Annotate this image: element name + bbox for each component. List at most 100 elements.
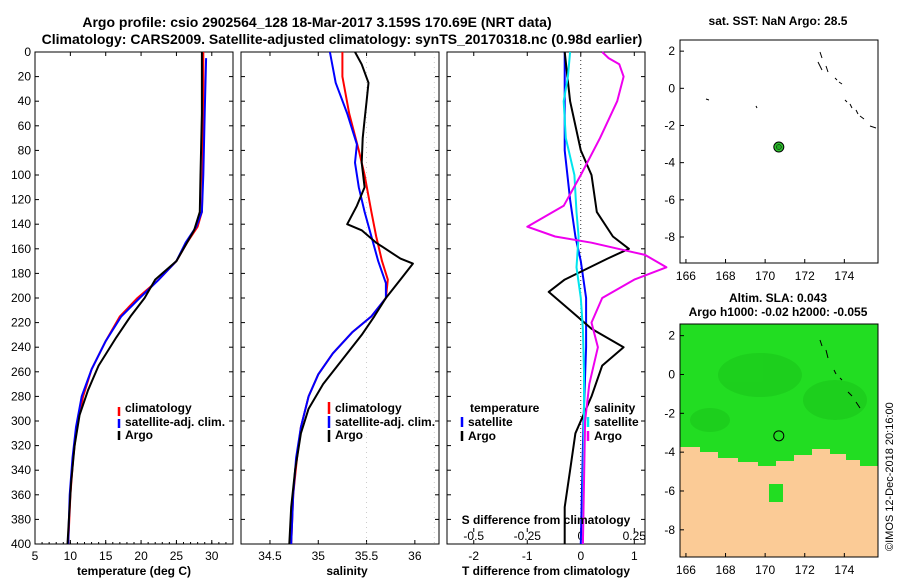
lat-tick-label: -2 [664, 406, 675, 420]
legend-argo: Argo [125, 428, 153, 442]
t-difference-axis-ticks: -2 -1 0 1 [468, 52, 638, 563]
lon-tick-label: 172 [795, 269, 815, 283]
lon-tick-label: 170 [755, 269, 775, 283]
salinity-panel: 34.5 35 35.5 36 salinity climatology satell… [240, 51, 440, 578]
depth-tick-label: 0 [24, 45, 31, 59]
x-tick-label: -2 [468, 549, 479, 563]
depth-tick-label: 40 [18, 94, 32, 108]
depth-axis-ticks: 0 20 40 60 80 100 120 140 160 180 200 220 240 260 280 3… [11, 45, 233, 551]
s-difference-axis-label: S difference from climatology [462, 513, 631, 527]
x-tick-label: 10 [64, 549, 78, 563]
lon-tick-label: 174 [834, 269, 854, 283]
temperature-axis-label: temperature (deg C) [77, 564, 191, 578]
profile-line-s-satellite [562, 51, 585, 545]
argo-position-dot [773, 430, 785, 442]
lat-tick-label: 2 [668, 44, 675, 58]
legend-t-satellite: satellite [468, 415, 513, 429]
lat-tick-label: -2 [664, 118, 675, 132]
depth-tick-label: 260 [11, 365, 31, 379]
depth-tick-label: 180 [11, 266, 31, 280]
x-tick-label: 1 [631, 549, 638, 563]
salinity-depth-ticks [241, 51, 439, 545]
lat-tick-label: -4 [664, 445, 675, 459]
temperature-axis-ticks: 5 10 15 20 25 30 [32, 52, 234, 563]
x-tick-label: 30 [205, 549, 219, 563]
x-tick-label: 20 [134, 549, 148, 563]
island-outlines [705, 51, 877, 129]
depth-tick-label: 380 [11, 512, 31, 526]
profile-line-s-argo [526, 51, 668, 545]
x-tick-label: 35 [312, 549, 326, 563]
sla-island-outlines [819, 339, 861, 409]
s-tick-label: 0.25 [623, 529, 647, 543]
lat-tick-label: -4 [664, 156, 675, 170]
salinity-legend: climatology satellite-adj. clim. Argo [327, 401, 435, 442]
depth-tick-label: 220 [11, 316, 31, 330]
x-tick-label: 0 [577, 549, 584, 563]
legend-s-satellite: satellite [594, 415, 639, 429]
lat-tick-label: -6 [664, 484, 675, 498]
difference-legend: temperature satellite Argo salinity sate… [460, 401, 639, 443]
lon-tick-label: 166 [676, 563, 696, 577]
lat-tick-label: -8 [664, 230, 675, 244]
legend-temperature: temperature [470, 401, 540, 415]
depth-tick-label: 80 [18, 143, 32, 157]
x-tick-label: 25 [170, 549, 184, 563]
lon-tick-label: 174 [834, 563, 854, 577]
lon-tick-label: 168 [716, 563, 736, 577]
lon-tick-label: 166 [676, 269, 696, 283]
lat-tick-label: 0 [668, 367, 675, 381]
legend-salinity: salinity [594, 401, 636, 415]
x-tick-label: 15 [99, 549, 113, 563]
sla-map-panel: Altim. SLA: 0.043 Argo h1000: -0.02 h200… [664, 291, 879, 577]
legend-argo: Argo [335, 428, 363, 442]
sst-map-title: sat. SST: NaN Argo: 28.5 [709, 14, 848, 28]
depth-tick-label: 60 [18, 119, 32, 133]
depth-tick-label: 400 [11, 537, 31, 551]
t-difference-axis-label: T difference from climatology [462, 564, 630, 578]
lat-tick-label: -6 [664, 193, 675, 207]
depth-tick-label: 160 [11, 242, 31, 256]
profile-line-satellite-adj-clim- [67, 58, 208, 545]
sla-map-subtitle: Argo h1000: -0.02 h2000: -0.055 [689, 305, 868, 319]
difference-profiles [526, 51, 668, 545]
depth-tick-label: 320 [11, 439, 31, 453]
sla-ocean-pocket [769, 484, 783, 502]
argo-float-marker-sla [773, 430, 785, 442]
depth-tick-label: 140 [11, 217, 31, 231]
s-tick-label: -0.5 [463, 529, 484, 543]
s-tick-label: -0.25 [514, 529, 542, 543]
salinity-axis-ticks: 34.5 35 35.5 36 [258, 52, 422, 563]
lat-tick-label: 2 [668, 329, 675, 343]
depth-tick-label: 200 [11, 291, 31, 305]
lat-tick-label: 0 [668, 81, 675, 95]
depth-tick-label: 100 [11, 168, 31, 182]
lon-tick-label: 168 [716, 269, 736, 283]
sla-darker-patches [690, 353, 867, 432]
salinity-axes-frame [240, 51, 440, 545]
sst-map-ticks: 166 168 170 172 174 2 0 -2 -4 -6 -8 [664, 44, 854, 283]
figure-title-line1: Argo profile: csio 2902564_128 18-Mar-20… [82, 14, 551, 30]
temperature-legend: climatology satellite-adj. clim. Argo [117, 401, 225, 442]
sla-map-ticks: 166 168 170 172 174 2 0 -2 -4 -6 -8 [664, 329, 854, 577]
argo-position-core [776, 144, 782, 150]
temperature-panel: 0 20 40 60 80 100 120 140 160 180 200 220 240 260 280 3… [11, 45, 234, 578]
depth-tick-label: 300 [11, 414, 31, 428]
legend-satellite-adj: satellite-adj. clim. [125, 415, 225, 429]
legend-t-argo: Argo [468, 429, 496, 443]
sla-map-frame [679, 323, 879, 558]
depth-tick-label: 120 [11, 193, 31, 207]
depth-tick-label: 240 [11, 340, 31, 354]
x-tick-label: 34.5 [258, 549, 282, 563]
profile-line-satellite-adj-clim- [290, 51, 387, 545]
x-tick-label: 35.5 [355, 549, 379, 563]
depth-tick-label: 360 [11, 488, 31, 502]
legend-s-argo: Argo [594, 429, 622, 443]
argo-float-marker [773, 141, 785, 153]
lon-tick-label: 170 [755, 563, 775, 577]
sst-map-panel: sat. SST: NaN Argo: 28.5 166 168 170 172 174… [664, 14, 879, 283]
depth-tick-label: 280 [11, 389, 31, 403]
depth-tick-label: 20 [18, 70, 32, 84]
